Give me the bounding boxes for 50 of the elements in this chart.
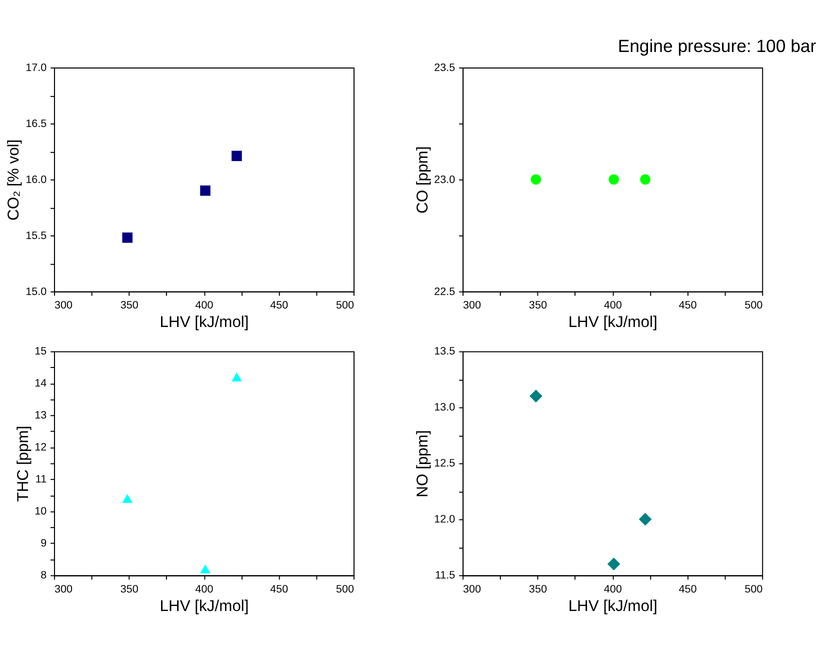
y-tick-label: 23.5 (434, 62, 456, 74)
x-axis-title: LHV [kJ/mol] (160, 314, 249, 332)
y-tick-label: 13.5 (434, 346, 456, 358)
x-tick-label: 350 (120, 583, 138, 596)
y-tick-label: 9 (40, 538, 47, 550)
x-tick-label: 350 (120, 300, 138, 312)
x-tick-label: 500 (744, 583, 763, 596)
x-tick-label: 400 (604, 300, 622, 312)
x-tick-label: 500 (336, 583, 354, 596)
x-tick-label: 300 (54, 300, 73, 312)
y-tick-label: 15.0 (26, 286, 47, 298)
text: Engine pressure: 100 bar (618, 36, 816, 56)
x-tick-label: 500 (336, 300, 354, 312)
y-tick-label: 16.0 (26, 174, 47, 186)
x-tick-label: 450 (270, 583, 288, 596)
x-tick-label: 300 (54, 583, 73, 596)
x-tick-label: 300 (463, 300, 482, 312)
y-tick-label: 12.0 (434, 514, 456, 526)
x-tick-label: 450 (678, 300, 697, 312)
y-tick-label: 13 (34, 410, 47, 422)
x-axis-title: LHV [kJ/mol] (160, 598, 249, 616)
x-tick-label: 400 (604, 583, 622, 596)
x-tick-label: 450 (270, 300, 288, 312)
y-tick-label: 11 (35, 474, 47, 486)
x-tick-label: 350 (528, 300, 547, 312)
x-tick-label: 400 (195, 583, 214, 596)
y-tick-label: 17.0 (26, 62, 47, 74)
y-tick-label: 8 (40, 570, 47, 582)
y-tick-label: 10 (34, 506, 47, 518)
y-tick-label: 14 (34, 378, 47, 390)
y-axis-title: NO [ppm] (414, 430, 432, 498)
y-tick-label: 16.5 (26, 118, 47, 130)
x-tick-label: 450 (678, 583, 697, 596)
x-axis-title: LHV [kJ/mol] (568, 598, 658, 616)
x-tick-label: 300 (463, 583, 482, 596)
y-tick-label: 12.5 (434, 458, 456, 470)
y-tick-label: 15.5 (26, 230, 47, 242)
y-axis-title: CO [ppm] (414, 146, 432, 214)
x-tick-label: 400 (195, 300, 214, 312)
x-tick-label: 500 (744, 300, 763, 312)
x-axis-title: LHV [kJ/mol] (568, 314, 658, 332)
x-tick-label: 350 (528, 583, 547, 596)
y-tick-label: 22.5 (434, 286, 456, 298)
y-tick-label: 23.0 (434, 174, 456, 186)
y-tick-label: 12 (34, 442, 47, 454)
y-tick-label: 11.5 (434, 570, 456, 582)
y-tick-label: 13.0 (434, 402, 456, 414)
y-axis-title: THC [ppm] (14, 426, 32, 502)
y-axis-title: CO₂ [% vol] (6, 139, 23, 220)
y-tick-label: 15 (34, 346, 47, 358)
